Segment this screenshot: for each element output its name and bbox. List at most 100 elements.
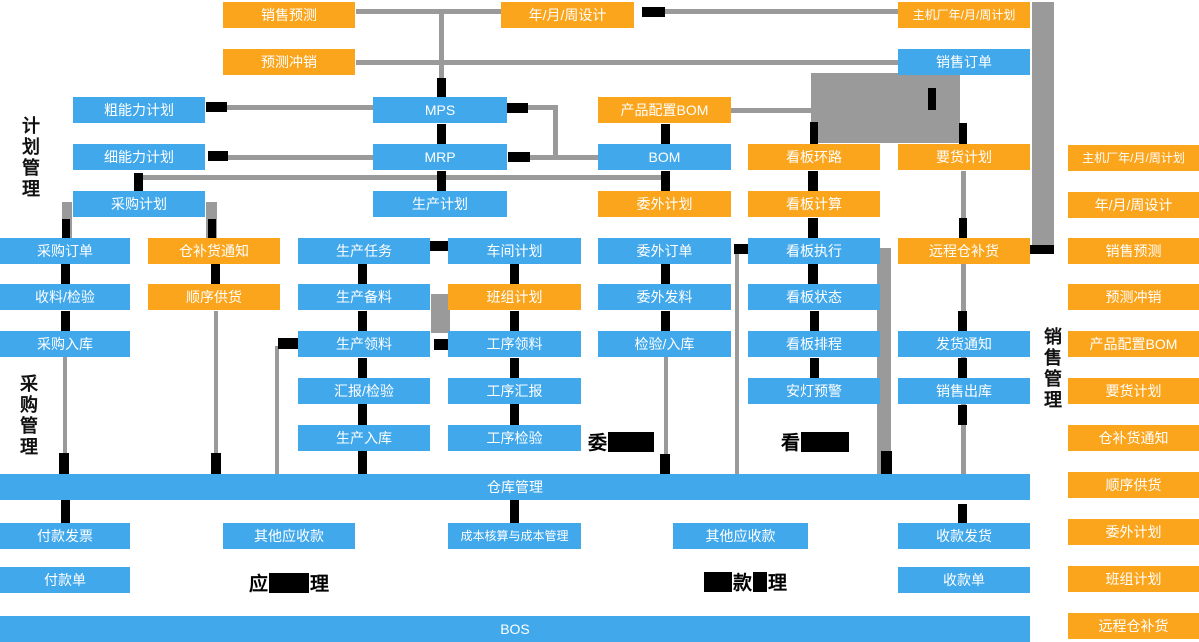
legend-sales-forecast[interactable]: 销售预测 (1068, 238, 1199, 264)
box-kanban-status[interactable]: 看板状态 (748, 284, 880, 310)
bos-bar[interactable]: BOS (0, 616, 1030, 642)
box-payment-slip[interactable]: 付款单 (0, 567, 130, 593)
box-kanban-schedule[interactable]: 看板排程 (748, 331, 880, 357)
connector-node (358, 358, 367, 378)
legend-product-config-bom[interactable]: 产品配置BOM (1068, 331, 1199, 357)
box-receipt-slip[interactable]: 收款单 (898, 567, 1030, 593)
box-cost-accounting[interactable]: 成本核算与成本管理 (448, 523, 581, 549)
box-outsourcing-issue[interactable]: 委外发料 (598, 284, 731, 310)
connector-node (61, 264, 70, 284)
connector-line (811, 73, 960, 143)
box-kanban-loop[interactable]: 看板环路 (748, 144, 880, 170)
box-production-inbound[interactable]: 生产入库 (298, 425, 430, 451)
box-other-receivables-2[interactable]: 其他应收款 (673, 523, 808, 549)
box-mrp[interactable]: MRP (373, 144, 507, 170)
box-inspection-inbound[interactable]: 检验/入库 (598, 331, 731, 357)
box-purchase-plan[interactable]: 采购计划 (73, 191, 205, 217)
box-forecast-writeoff[interactable]: 预测冲销 (223, 49, 355, 75)
box-other-receivables-1[interactable]: 其他应收款 (223, 523, 355, 549)
connector-node (810, 311, 819, 331)
box-receiving-inspection[interactable]: 收料/检验 (0, 284, 130, 310)
box-sales-order[interactable]: 销售订单 (898, 49, 1030, 75)
legend-sequence-supply[interactable]: 顺序供货 (1068, 472, 1199, 498)
box-product-config-bom[interactable]: 产品配置BOM (598, 97, 731, 123)
box-delivery-plan[interactable]: 要货计划 (898, 144, 1030, 170)
box-report-inspection[interactable]: 汇报/检验 (298, 378, 430, 404)
box-sales-outbound[interactable]: 销售出库 (898, 378, 1030, 404)
connector-node (358, 451, 367, 474)
legend-remote-warehouse-replenish[interactable]: 远程仓补货 (1068, 613, 1199, 639)
legend-outsourcing-plan[interactable]: 委外计划 (1068, 519, 1199, 545)
connector-node (211, 264, 220, 284)
box-shipping-notice[interactable]: 发货通知 (898, 331, 1030, 357)
box-receipt-delivery[interactable]: 收款发货 (898, 523, 1030, 549)
connector-node (437, 78, 446, 97)
box-remote-warehouse-replenish[interactable]: 远程仓补货 (898, 238, 1030, 264)
box-sales-forecast[interactable]: 销售预测 (223, 2, 355, 28)
box-workshop-plan[interactable]: 车间计划 (448, 238, 581, 264)
box-team-plan[interactable]: 班组计划 (448, 284, 581, 310)
connector-line (961, 404, 966, 474)
connector-line (431, 294, 450, 333)
box-fine-capacity-plan[interactable]: 细能力计划 (73, 144, 205, 170)
sales-mgmt-label: 销售管理 (1042, 327, 1062, 411)
warehouse-mgmt-bar[interactable]: 仓库管理 (0, 474, 1030, 500)
connector-node (810, 122, 818, 145)
connector-line (665, 9, 898, 14)
black-redaction-bar (801, 431, 850, 452)
legend-team-plan[interactable]: 班组计划 (1068, 566, 1199, 592)
connector-line (227, 105, 373, 110)
plan-mgmt-label: 计划管理 (20, 116, 40, 200)
box-andon-warning[interactable]: 安灯预警 (748, 378, 880, 404)
box-outsourcing-order[interactable]: 委外订单 (598, 238, 731, 264)
connector-node (211, 453, 221, 474)
legend-oem-plan[interactable]: 主机厂年/月/周计划 (1068, 145, 1199, 171)
receivables-label-text-right: 理 (768, 573, 788, 594)
box-warehouse-replenish-notice[interactable]: 仓补货通知 (148, 238, 280, 264)
box-process-issue[interactable]: 工序领料 (448, 331, 581, 357)
connector-node (959, 123, 967, 145)
purchase-mgmt-label: 采购管理 (18, 374, 38, 458)
box-process-inspection[interactable]: 工序检验 (448, 425, 581, 451)
box-kanban-calc[interactable]: 看板计算 (748, 191, 880, 217)
box-production-task[interactable]: 生产任务 (298, 238, 430, 264)
connector-line (528, 155, 598, 160)
connector-node (61, 500, 70, 523)
connector-line (735, 250, 739, 474)
box-purchase-order[interactable]: 采购订单 (0, 238, 130, 264)
box-kanban-exec[interactable]: 看板执行 (748, 238, 880, 264)
legend-warehouse-replenish-notice[interactable]: 仓补货通知 (1068, 425, 1199, 451)
connector-node (206, 102, 227, 112)
kanban-label-text: 看 (781, 433, 801, 454)
connector-node (660, 454, 670, 474)
box-purchase-inbound[interactable]: 采购入库 (0, 331, 130, 357)
connector-node (958, 405, 967, 425)
connector-node (881, 451, 892, 474)
legend-forecast-writeoff[interactable]: 预测冲销 (1068, 284, 1199, 310)
connector-line (961, 171, 966, 238)
payables-mgmt-label: 应 理 (249, 569, 329, 596)
box-year-month-week-design[interactable]: 年/月/周设计 (501, 2, 634, 28)
box-process-report[interactable]: 工序汇报 (448, 378, 581, 404)
box-mps[interactable]: MPS (373, 97, 507, 123)
connector-line (63, 357, 67, 474)
box-production-prepare[interactable]: 生产备料 (298, 284, 430, 310)
legend-year-month-week-design[interactable]: 年/月/周设计 (1068, 192, 1199, 218)
legend-delivery-plan[interactable]: 要货计划 (1068, 378, 1199, 404)
connector-node (808, 171, 818, 191)
box-oem-year-month-week-plan[interactable]: 主机厂年/月/周计划 (898, 2, 1030, 28)
box-rough-capacity-plan[interactable]: 粗能力计划 (73, 97, 205, 123)
box-production-issue[interactable]: 生产领料 (298, 331, 430, 357)
box-bom[interactable]: BOM (598, 144, 731, 170)
box-production-plan[interactable]: 生产计划 (373, 191, 507, 217)
box-payment-invoice[interactable]: 付款发票 (0, 523, 130, 549)
connector-line (731, 108, 811, 113)
connector-line (214, 311, 218, 474)
box-outsourcing-plan[interactable]: 委外计划 (598, 191, 731, 217)
box-sequence-supply[interactable]: 顺序供货 (148, 284, 280, 310)
connector-node (59, 453, 69, 474)
connector-line (528, 105, 558, 110)
connector-node (958, 358, 967, 378)
connector-node (734, 244, 750, 254)
outsourcing-label-text: 委 (588, 433, 608, 454)
